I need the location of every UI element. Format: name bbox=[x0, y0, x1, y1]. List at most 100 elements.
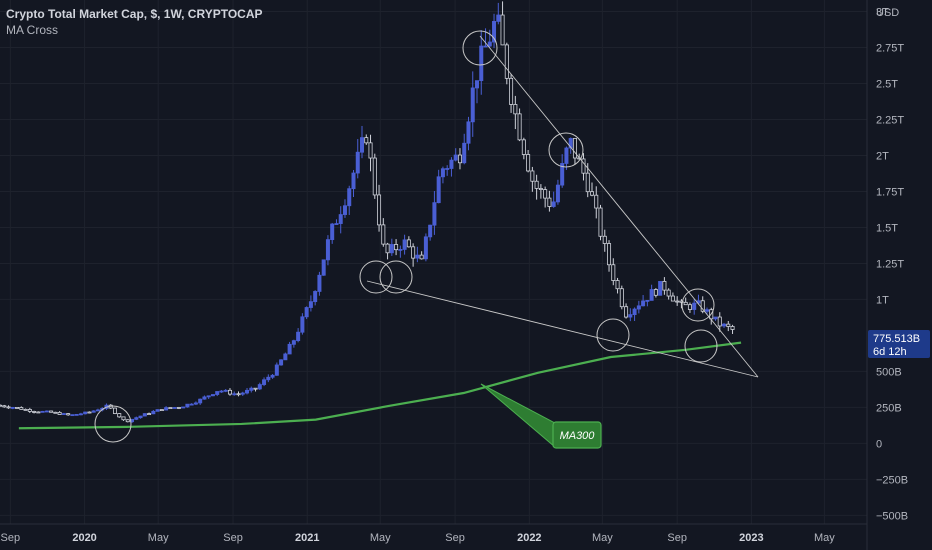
candle-body bbox=[598, 207, 603, 237]
candle-body bbox=[730, 326, 735, 330]
candle-body bbox=[636, 305, 641, 310]
highlight-circle[interactable] bbox=[548, 132, 584, 168]
candle-body bbox=[492, 20, 497, 43]
candle-body bbox=[402, 239, 407, 250]
lower-trend-line[interactable] bbox=[366, 280, 759, 378]
candle-body bbox=[270, 374, 275, 378]
candle-body bbox=[0, 404, 3, 407]
candle-body bbox=[279, 359, 284, 366]
candle-body bbox=[351, 172, 356, 190]
candle-body bbox=[432, 202, 437, 226]
candle-body bbox=[364, 137, 369, 144]
y-tick-label: 3T bbox=[876, 7, 889, 19]
candle-body bbox=[692, 302, 697, 310]
highlight-circle[interactable] bbox=[596, 318, 630, 352]
symbol-title[interactable]: Crypto Total Market Cap, $, 1W, CRYPTOCA… bbox=[6, 7, 263, 21]
ma300-callout-label: MA300 bbox=[560, 430, 596, 442]
candle-body bbox=[338, 214, 343, 224]
candle-body bbox=[607, 243, 612, 266]
candle-body bbox=[223, 389, 228, 392]
candle-body bbox=[245, 389, 250, 394]
highlight-circle[interactable] bbox=[462, 30, 498, 66]
candle-body bbox=[568, 138, 573, 149]
candle-body bbox=[95, 409, 100, 412]
upper-trend-line[interactable] bbox=[479, 35, 759, 378]
candle-body bbox=[44, 410, 49, 413]
highlight-circle[interactable] bbox=[681, 288, 715, 322]
candle-body bbox=[624, 306, 629, 318]
candle-body bbox=[564, 147, 569, 164]
ma300-callout-box[interactable] bbox=[552, 421, 602, 449]
candle-body bbox=[700, 300, 705, 312]
candle-body bbox=[385, 243, 390, 254]
candle-body bbox=[185, 403, 190, 408]
candle-body bbox=[308, 301, 313, 308]
highlight-circle[interactable] bbox=[684, 329, 718, 363]
candle-body bbox=[189, 403, 194, 406]
candle-body bbox=[342, 205, 347, 215]
candle-body bbox=[611, 264, 616, 281]
candle-body bbox=[142, 413, 147, 417]
highlight-circle[interactable] bbox=[359, 260, 393, 294]
candle-body bbox=[232, 393, 237, 396]
candle-body bbox=[313, 291, 318, 303]
candle-body bbox=[641, 300, 646, 307]
candle-body bbox=[227, 389, 232, 395]
y-tick-label: 1.25T bbox=[876, 258, 904, 270]
candle-body bbox=[538, 188, 543, 191]
candle-body bbox=[581, 158, 586, 174]
candle-body bbox=[726, 323, 731, 327]
candle-body bbox=[287, 343, 292, 355]
candle-body bbox=[206, 395, 211, 398]
candle-body bbox=[172, 407, 177, 409]
candle-body bbox=[325, 239, 330, 261]
candle-body bbox=[155, 409, 160, 412]
candle-body bbox=[321, 259, 326, 276]
candle-body bbox=[36, 411, 41, 414]
candle-body bbox=[74, 413, 79, 416]
candle-body bbox=[449, 159, 454, 169]
x-tick-label: Sep bbox=[223, 532, 243, 544]
candle-body bbox=[560, 163, 565, 186]
x-tick-label: Sep bbox=[667, 532, 687, 544]
candle-body bbox=[645, 300, 650, 302]
x-tick-label: Sep bbox=[1, 532, 21, 544]
candle-countdown: 6d 12h bbox=[873, 346, 907, 358]
candle-body bbox=[193, 402, 198, 405]
ma300-series bbox=[18, 341, 742, 430]
candle-body bbox=[440, 168, 445, 178]
grid-lines bbox=[0, 0, 867, 524]
x-tick-label: 2020 bbox=[72, 532, 96, 544]
highlight-circle[interactable] bbox=[379, 260, 413, 294]
candle-body bbox=[360, 137, 365, 153]
candle-body bbox=[530, 170, 535, 182]
candle-body bbox=[713, 316, 718, 320]
candle-body bbox=[40, 410, 45, 413]
y-tick-label: 2.75T bbox=[876, 43, 904, 55]
candle-body bbox=[526, 154, 531, 172]
candle-body bbox=[121, 416, 126, 421]
candle-body bbox=[722, 323, 727, 327]
x-tick-label: May bbox=[592, 532, 613, 544]
candle-body bbox=[83, 411, 88, 415]
drawing-annotations[interactable]: MA300 bbox=[94, 30, 759, 449]
candle-body bbox=[2, 405, 7, 408]
candle-body bbox=[466, 121, 471, 144]
time-axis[interactable]: Sep 2020 May Sep 2021 May Sep 2022 May Sep 2023 May bbox=[1, 532, 836, 544]
candle-body bbox=[159, 409, 164, 412]
indicator-legend[interactable]: MA Cross bbox=[6, 23, 59, 37]
candle-body bbox=[683, 301, 688, 306]
chart-header: Crypto Total Market Cap, $, 1W, CRYPTOCA… bbox=[6, 6, 263, 38]
last-price-badge: 775.513B 6d 12h bbox=[868, 330, 930, 358]
price-axis[interactable]: USD 3T 2.75T 2.5T 2.25T 2T 1.75T 1.5T 1.25T 1T 50… bbox=[876, 7, 908, 523]
candle-body bbox=[202, 396, 207, 400]
candle-body bbox=[198, 398, 203, 404]
last-price-value: 775.513B bbox=[873, 333, 920, 345]
highlight-circle[interactable] bbox=[94, 405, 132, 443]
y-tick-label: 500B bbox=[876, 366, 902, 378]
candle-body bbox=[436, 176, 441, 204]
candle-body bbox=[296, 331, 301, 342]
candle-body bbox=[462, 142, 467, 164]
candle-body bbox=[487, 41, 492, 47]
